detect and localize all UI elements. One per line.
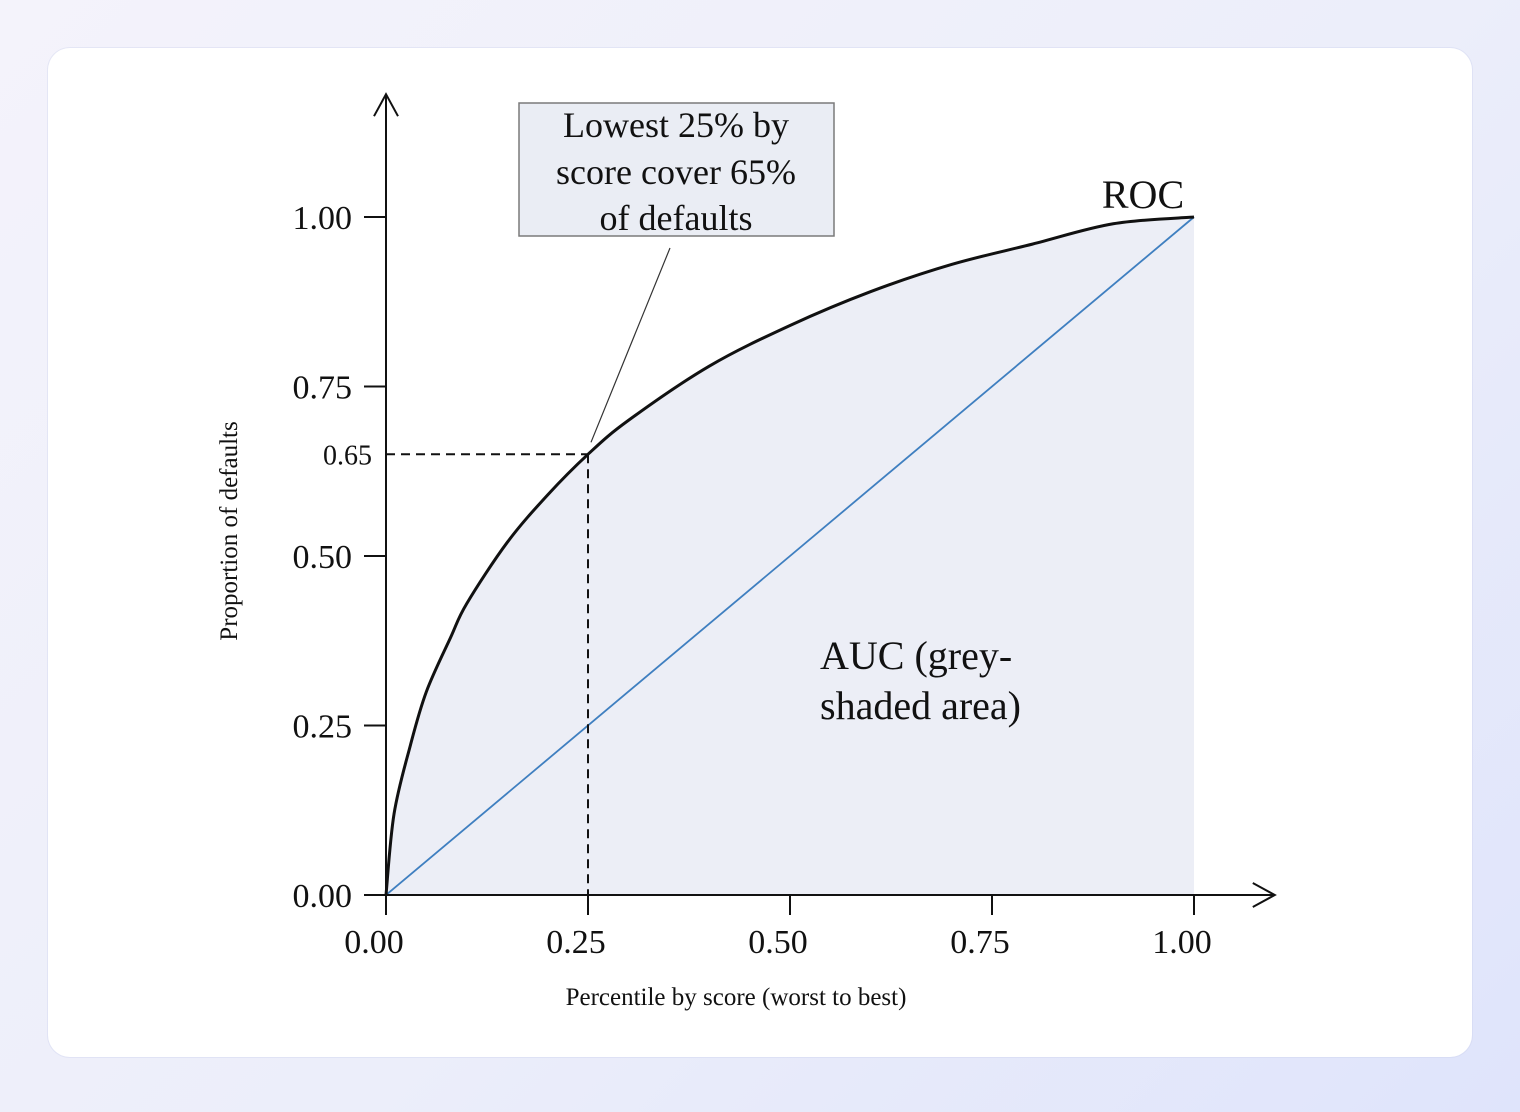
callout-leader-line xyxy=(590,247,671,443)
y-axis-title: Proportion of defaults xyxy=(216,421,243,640)
y-tick-label-0.65: 0.65 xyxy=(323,440,372,471)
y-tick-label: 0.00 xyxy=(293,878,353,915)
y-tick-label: 1.00 xyxy=(293,200,353,237)
callout-box xyxy=(518,102,835,237)
x-axis-arrow-icon xyxy=(1252,882,1277,908)
x-tick-label: 0.00 xyxy=(344,924,404,961)
callout-line-2: score cover 65% xyxy=(556,152,796,192)
y-axis-arrow-icon xyxy=(373,92,399,117)
x-tick-label: 1.00 xyxy=(1152,924,1212,961)
x-tick-label: 0.75 xyxy=(950,924,1010,961)
y-tick-label: 0.25 xyxy=(293,709,353,746)
callout-annotation: Lowest 25% by score cover 65% of default… xyxy=(518,102,835,443)
x-axis-ticks: 0.00 0.25 0.50 0.75 1.00 xyxy=(344,895,1212,961)
callout-line-3: of defaults xyxy=(600,198,753,238)
y-tick-label: 0.50 xyxy=(293,539,353,576)
x-tick-label: 0.25 xyxy=(546,924,606,961)
roc-label: ROC xyxy=(1102,172,1184,217)
y-axis-ticks: 0.00 0.25 0.50 0.75 1.00 xyxy=(293,200,386,915)
auc-label-line-1: AUC (grey- xyxy=(820,633,1012,678)
diagonal-line xyxy=(385,216,1195,896)
auc-label-line-2: shaded area) xyxy=(820,683,1021,728)
roc-curve xyxy=(384,215,1195,896)
y-tick-label: 0.75 xyxy=(293,370,353,407)
x-tick-label: 0.50 xyxy=(748,924,808,961)
x-axis-title: Percentile by score (worst to best) xyxy=(566,984,907,1011)
callout-line-1: Lowest 25% by xyxy=(563,105,789,145)
